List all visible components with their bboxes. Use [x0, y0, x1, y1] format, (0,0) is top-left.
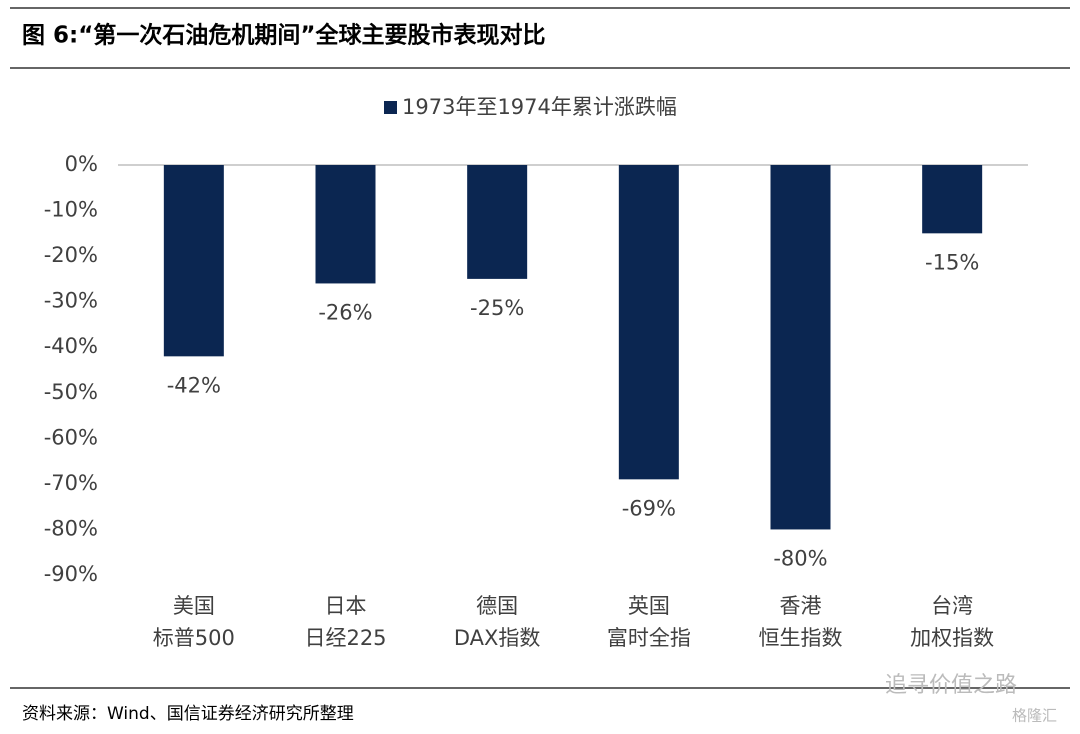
bar — [770, 165, 831, 530]
legend-swatch — [384, 101, 397, 114]
source-note: 资料来源：Wind、国信证券经济研究所整理 — [22, 704, 354, 724]
y-tick-label: -10% — [44, 198, 98, 222]
legend-label: 1973年至1974年累计涨跌幅 — [402, 95, 677, 119]
y-tick-label: -30% — [44, 289, 98, 313]
watermark: 格隆汇 — [1012, 707, 1057, 725]
bar — [163, 165, 224, 357]
bar — [618, 165, 679, 480]
x-tick-label: 标普500 — [153, 626, 235, 650]
value-label: -25% — [470, 296, 524, 320]
x-tick-label: 台湾 — [931, 594, 973, 618]
y-tick-label: -60% — [44, 425, 98, 449]
x-tick-label: 日本 — [325, 594, 367, 618]
value-label: -15% — [925, 250, 979, 274]
y-tick-label: -20% — [44, 243, 98, 267]
y-tick-label: -70% — [44, 471, 98, 495]
x-tick-label: 日经225 — [304, 626, 386, 650]
x-tick-label: 加权指数 — [910, 626, 994, 650]
value-label: -26% — [318, 300, 372, 324]
x-tick-label: 德国 — [476, 594, 518, 618]
value-label: -69% — [622, 496, 676, 520]
bar — [922, 165, 983, 234]
y-tick-label: -80% — [44, 516, 98, 540]
bar — [315, 165, 376, 284]
x-tick-label: 富时全指 — [607, 626, 691, 650]
watermark: 追寻价值之路 — [885, 673, 1017, 698]
x-tick-label: 美国 — [173, 594, 215, 618]
y-tick-label: -90% — [44, 562, 98, 586]
x-tick-label: DAX指数 — [454, 626, 541, 650]
bar — [467, 165, 528, 279]
x-tick-label: 英国 — [628, 594, 670, 618]
chart-title: 图 6:“第一次石油危机期间”全球主要股市表现对比 — [22, 22, 545, 49]
y-tick-label: -50% — [44, 380, 98, 404]
x-tick-label: 恒生指数 — [759, 626, 843, 650]
x-tick-label: 香港 — [780, 594, 822, 618]
value-label: -80% — [773, 546, 827, 570]
value-label: -42% — [167, 373, 221, 397]
y-tick-label: -40% — [44, 334, 98, 358]
y-tick-label: 0% — [65, 152, 98, 176]
